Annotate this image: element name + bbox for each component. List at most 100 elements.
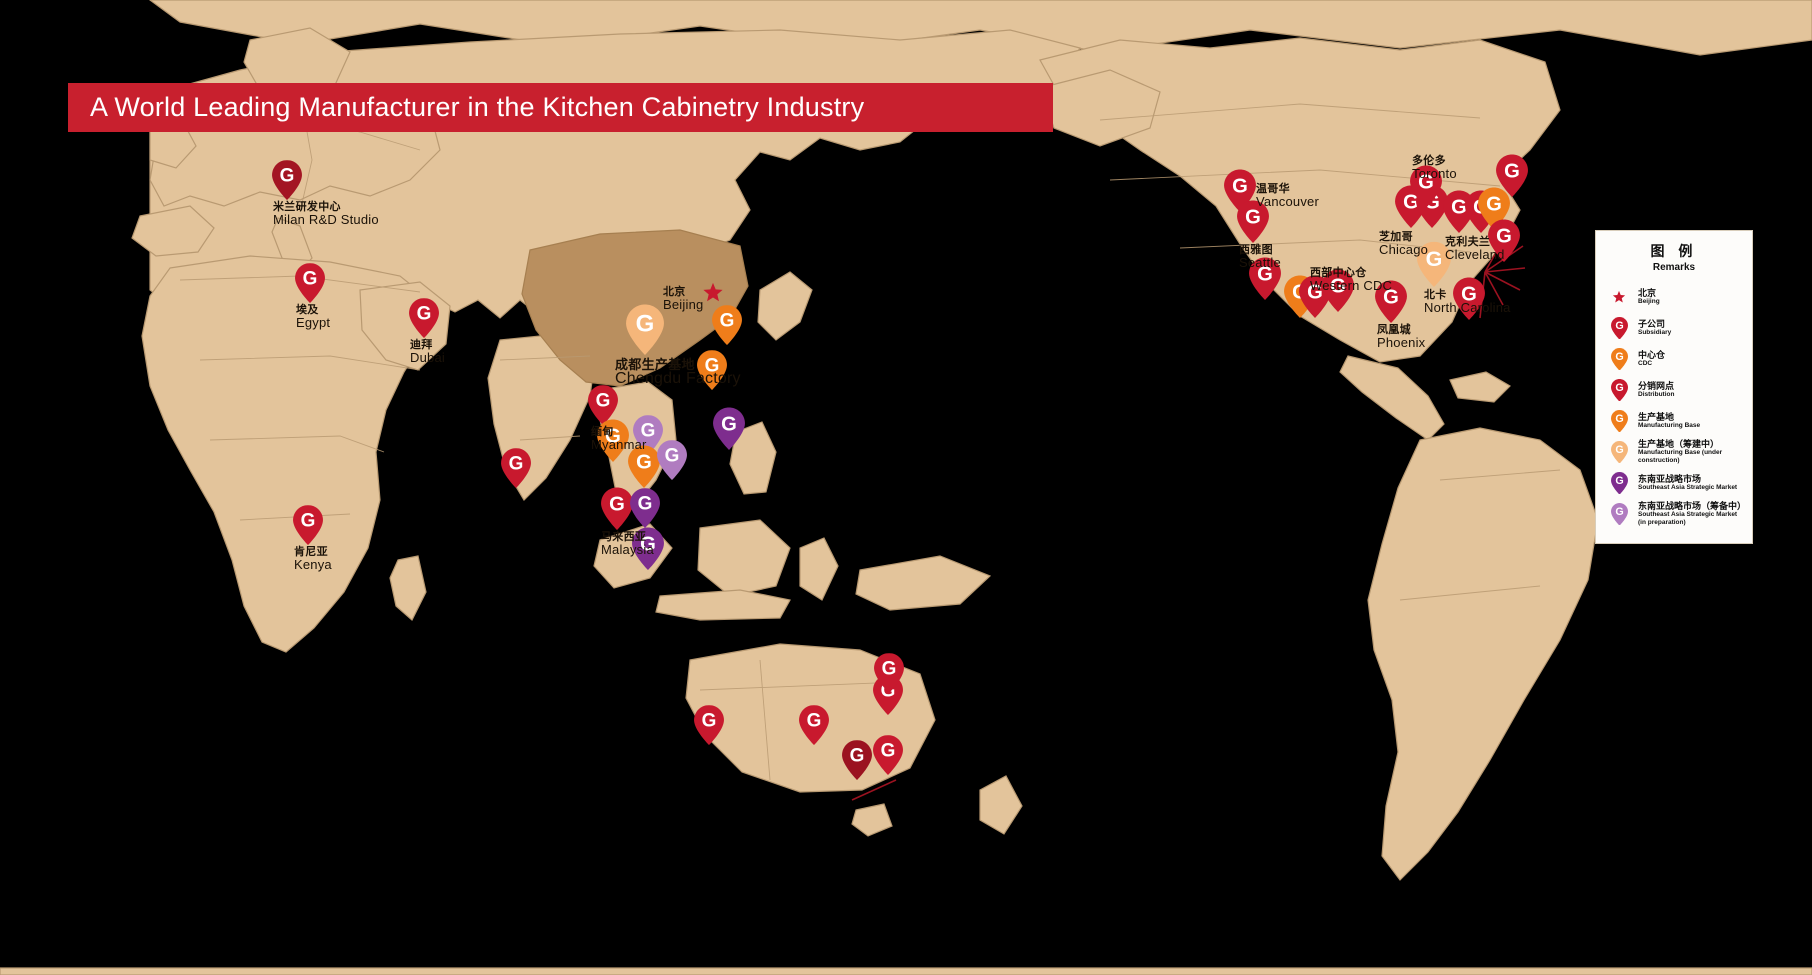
legend-label-en: Beijing xyxy=(1638,298,1660,306)
svg-text:G: G xyxy=(807,711,822,732)
map-marker-milan-rd-studio[interactable]: G xyxy=(272,160,302,200)
legend-title-en: Remarks xyxy=(1652,262,1696,273)
legend-label-cn: 分销网点 xyxy=(1638,380,1675,391)
map-marker-dubai[interactable]: G xyxy=(409,298,439,338)
legend-text: 中心仓 CDC xyxy=(1634,350,1665,368)
pin-icon: G xyxy=(1604,347,1634,371)
map-marker-sea-purple-2[interactable]: G xyxy=(657,440,687,480)
map-marker-myanmar[interactable]: G xyxy=(588,385,618,425)
pin-icon: G xyxy=(1604,378,1634,402)
legend-row-7: G 东南亚战略市场（筹备中） Southeast Asia Strategic Ma… xyxy=(1604,500,1746,528)
map-marker-australia-gold-coast[interactable]: G xyxy=(874,653,904,693)
svg-text:G: G xyxy=(1426,247,1443,271)
land-tasmania xyxy=(851,803,893,837)
svg-text:G: G xyxy=(1615,413,1623,425)
legend-label-en: Manufacturing Base xyxy=(1638,422,1701,430)
svg-text:G: G xyxy=(640,533,656,555)
svg-text:G: G xyxy=(882,659,897,680)
pin-icon: G xyxy=(1604,471,1634,495)
pin-icon: G xyxy=(1604,409,1634,433)
svg-text:G: G xyxy=(1615,475,1623,487)
legend-label-en: CDC xyxy=(1638,360,1653,368)
legend-rows: 北京 Beijing G 子公司 Subsidiary G 中心仓 CDC G 分销网点 Distr… xyxy=(1604,283,1746,528)
map-marker-australia-brisbane[interactable]: G xyxy=(873,735,903,775)
pin-icon: G xyxy=(1604,440,1634,464)
legend-row-1: G 子公司 Subsidiary xyxy=(1604,314,1744,342)
map-marker-atlantic-ne[interactable]: G xyxy=(1496,154,1528,197)
svg-text:G: G xyxy=(1615,320,1623,332)
map-marker-philippines[interactable]: G xyxy=(713,407,745,450)
land-new-guinea xyxy=(855,555,992,611)
map-marker-phoenix[interactable]: G xyxy=(1375,280,1407,323)
svg-text:G: G xyxy=(1257,263,1273,285)
map-marker-western-cdc-3[interactable]: G xyxy=(1322,269,1354,312)
pin-icon: G xyxy=(1604,316,1634,340)
pin-icon: G xyxy=(1604,502,1634,526)
svg-text:G: G xyxy=(721,413,737,435)
legend-label-cn: 中心仓 xyxy=(1638,349,1666,360)
legend-text: 生产基地 Manufacturing Base xyxy=(1634,412,1700,430)
map-marker-china-east-1[interactable]: G xyxy=(712,305,742,345)
svg-text:G: G xyxy=(280,166,295,187)
land-alaska xyxy=(1039,69,1161,147)
map-marker-toronto[interactable]: G xyxy=(1410,165,1442,208)
svg-text:G: G xyxy=(509,454,524,475)
legend-row-5: G 生产基地（筹建中） Manufacturing Base (under cons… xyxy=(1604,438,1744,466)
svg-text:G: G xyxy=(303,269,318,290)
svg-text:G: G xyxy=(1232,175,1248,197)
map-marker-north-carolina[interactable]: G xyxy=(1417,241,1451,287)
map-marker-malaysia[interactable]: G xyxy=(601,487,633,530)
map-marker-sea-orange-1[interactable]: G xyxy=(597,419,629,462)
legend-row-2: G 中心仓 CDC xyxy=(1604,345,1744,373)
map-marker-sea-orange-2[interactable]: G xyxy=(628,445,660,488)
svg-text:G: G xyxy=(636,451,652,473)
legend-label-cn: 东南亚战略市场 xyxy=(1638,473,1702,484)
legend-label-en: Manufacturing Base (under construction) xyxy=(1638,449,1723,465)
map-marker-beijing-star[interactable] xyxy=(702,282,724,309)
legend-label-en: Southeast Asia Strategic Market xyxy=(1638,484,1738,492)
map-marker-china-east-2[interactable]: G xyxy=(697,350,727,390)
svg-text:G: G xyxy=(1615,351,1623,363)
map-marker-atlantic-se[interactable]: G xyxy=(1453,277,1485,320)
legend-label-cn: 北京 xyxy=(1638,287,1657,298)
svg-text:G: G xyxy=(641,421,656,442)
legend-text: 东南亚战略市场（筹备中） Southeast Asia Strategic Mar… xyxy=(1634,501,1746,527)
map-marker-india-west[interactable]: G xyxy=(501,448,531,488)
svg-text:G: G xyxy=(1451,196,1467,218)
land-south-america xyxy=(1367,427,1599,881)
map-marker-california[interactable]: G xyxy=(1249,257,1281,300)
map-marker-atlantic-e[interactable]: G xyxy=(1488,219,1520,262)
svg-text:G: G xyxy=(1486,193,1502,215)
legend-header: 图 例 Remarks xyxy=(1604,241,1744,273)
map-marker-kenya[interactable]: G xyxy=(293,505,323,545)
map-marker-cleveland-cdc[interactable]: G xyxy=(1478,187,1510,230)
svg-text:G: G xyxy=(636,311,655,338)
svg-text:G: G xyxy=(1403,191,1419,213)
title-banner: A World Leading Manufacturer in the Kitc… xyxy=(68,83,1053,132)
map-marker-australia-melbourne[interactable]: G xyxy=(842,740,872,780)
legend-row-6: G 东南亚战略市场 Southeast Asia Strategic Market xyxy=(1604,469,1744,497)
map-marker-australia-adelaide[interactable]: G xyxy=(799,705,829,745)
svg-text:G: G xyxy=(1615,444,1623,456)
map-marker-singapore[interactable]: G xyxy=(630,488,660,528)
map-marker-seattle[interactable]: G xyxy=(1237,200,1269,243)
svg-text:G: G xyxy=(1245,206,1261,228)
map-marker-chengdu-factory[interactable]: G xyxy=(626,304,664,355)
legend-label-en: Southeast Asia Strategic Market (in prep… xyxy=(1638,511,1738,527)
legend-text: 生产基地（筹建中） Manufacturing Base (under const… xyxy=(1634,439,1744,465)
land-antarctica xyxy=(0,967,1812,975)
map-marker-egypt[interactable]: G xyxy=(295,263,325,303)
svg-text:G: G xyxy=(702,711,717,732)
map-marker-australia-perth[interactable]: G xyxy=(694,705,724,745)
land-sulawesi xyxy=(799,537,839,601)
legend-label-cn: 子公司 xyxy=(1638,318,1666,329)
map-marker-sea-purple-1[interactable]: G xyxy=(633,415,663,455)
land-caribbean xyxy=(1449,371,1511,403)
legend-row-3: G 分销网点 Distribution xyxy=(1604,376,1744,404)
svg-text:G: G xyxy=(417,304,432,325)
map-marker-indonesia[interactable]: G xyxy=(632,527,664,570)
legend-text: 子公司 Subsidiary xyxy=(1634,319,1671,337)
svg-text:G: G xyxy=(1504,160,1520,182)
